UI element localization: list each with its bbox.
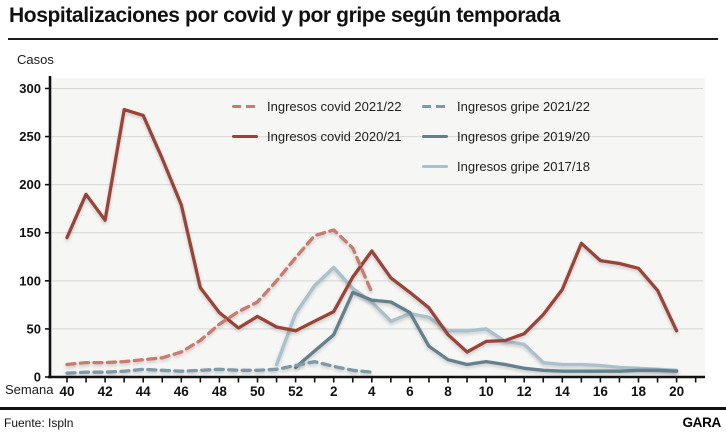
series-line-2	[65, 107, 679, 354]
series-line-1	[65, 228, 374, 367]
x-tick-label: 14	[555, 384, 571, 399]
x-tick-label: 50	[250, 384, 265, 399]
x-tick-label: 46	[174, 384, 190, 399]
series-line-3	[65, 359, 374, 375]
x-tick-label: 6	[406, 384, 414, 399]
x-tick-label: 48	[212, 384, 228, 399]
x-tick-label: 2	[330, 384, 338, 399]
series-line-4	[293, 290, 679, 373]
legend-gripe-column: Ingresos gripe 2021/22 Ingresos gripe 201…	[422, 96, 590, 177]
title-divider	[8, 38, 718, 40]
legend-label: Ingresos covid 2021/22	[267, 99, 402, 114]
y-tick-label: 100	[19, 273, 41, 288]
legend-label: Ingresos gripe 2019/20	[457, 129, 590, 144]
legend-label: Ingresos gripe 2021/22	[457, 99, 590, 114]
series-line-5	[274, 265, 679, 372]
page-title: Hospitalizaciones por covid y por gripe …	[9, 4, 560, 27]
footer-bar: Fuente: Ispln GARA	[0, 407, 726, 430]
y-axis-label: Casos	[17, 52, 54, 67]
y-tick-label: 150	[19, 225, 41, 240]
legend-key-dashed-line	[232, 104, 258, 109]
legend-item: Ingresos covid 2020/21	[232, 126, 401, 147]
y-tick-label: 200	[19, 177, 41, 192]
legend-key-solid-line	[422, 134, 448, 139]
y-tick-label: 50	[27, 321, 41, 336]
legend-item: Ingresos gripe 2017/18	[422, 156, 590, 177]
x-tick-label: 16	[593, 384, 609, 399]
x-tick-label: 12	[517, 384, 532, 399]
x-tick-label: 4	[368, 384, 376, 399]
x-tick-label: 8	[444, 384, 452, 399]
legend-key-dashed-line	[422, 104, 448, 109]
x-tick-label: 10	[479, 384, 494, 399]
x-tick-label: 40	[59, 384, 74, 399]
legend-covid-column: Ingresos covid 2021/22 Ingresos covid 202…	[232, 96, 401, 147]
legend-item: Ingresos gripe 2019/20	[422, 126, 590, 147]
x-tick-label: 44	[136, 384, 152, 399]
legend-item: Ingresos covid 2021/22	[232, 96, 401, 117]
x-tick-label: 42	[98, 384, 113, 399]
brand-logo: GARA	[682, 415, 721, 430]
legend-label: Ingresos covid 2020/21	[267, 129, 402, 144]
legend-key-solid-line	[232, 134, 258, 139]
y-tick-label: 0	[34, 370, 41, 385]
legend-item: Ingresos gripe 2021/22	[422, 96, 590, 117]
y-tick-label: 300	[19, 81, 41, 96]
plot-background	[50, 78, 705, 377]
y-tick-label: 250	[19, 129, 41, 144]
x-tick-label: 20	[669, 384, 684, 399]
legend-label: Ingresos gripe 2017/18	[457, 159, 590, 174]
x-tick-label: 18	[631, 384, 647, 399]
x-axis-label: Semana	[5, 382, 54, 397]
x-tick-label: 52	[288, 384, 303, 399]
source-credit: Fuente: Ispln	[4, 416, 74, 430]
legend-key-solid-line	[422, 164, 448, 169]
